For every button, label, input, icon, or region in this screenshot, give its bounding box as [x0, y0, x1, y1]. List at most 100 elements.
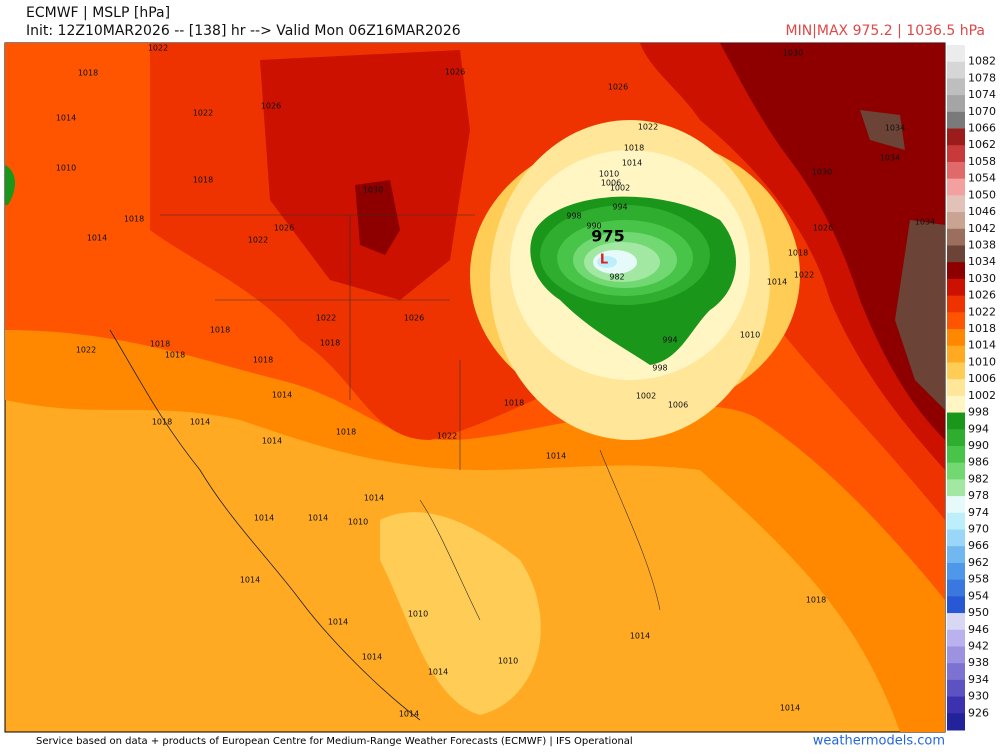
colorbar-swatch — [947, 512, 965, 531]
colorbar-label: 1082 — [968, 55, 996, 68]
site: weathermodels.com — [813, 734, 945, 749]
colorbar-label: 1038 — [968, 238, 996, 251]
colorbar-swatch — [947, 111, 965, 130]
colorbar-swatch — [947, 546, 965, 564]
contour-label: 1014 — [767, 278, 787, 287]
colorbar-label: 1042 — [968, 222, 996, 235]
colorbar-label: 1034 — [968, 255, 996, 268]
contour-label: 1014 — [622, 159, 642, 168]
colorbar-swatch — [947, 613, 965, 631]
contour-label: 1022 — [794, 271, 814, 280]
region — [260, 50, 470, 300]
colorbar-swatch — [947, 145, 965, 163]
colorbar-swatch — [947, 379, 965, 397]
colorbar-label: 982 — [968, 472, 989, 485]
colorbar-swatch — [947, 195, 965, 213]
contour-label: 1018 — [504, 399, 524, 408]
colorbar-label: 958 — [968, 573, 989, 586]
colorbar-label: 1026 — [968, 289, 996, 302]
colorbar-swatch — [947, 128, 965, 146]
contour-label: 1022 — [193, 109, 213, 118]
colorbar-label: 954 — [968, 589, 989, 602]
colorbar-label: 990 — [968, 439, 989, 452]
contour-label: 1034 — [915, 218, 935, 227]
colorbar-label: 926 — [968, 706, 989, 719]
contour-label: 1034 — [885, 124, 905, 133]
colorbar-label: 978 — [968, 489, 989, 502]
contour-label: 1018 — [788, 249, 808, 258]
colorbar-swatch — [947, 295, 965, 313]
colorbar-swatch — [947, 629, 965, 647]
colorbar-label: 1018 — [968, 322, 996, 335]
contour-label: 1014 — [56, 114, 76, 123]
contour-label: 998 — [652, 364, 667, 373]
colorbar-swatch — [947, 462, 965, 480]
colorbar-label: 1046 — [968, 205, 996, 218]
contour-label: 1022 — [248, 236, 268, 245]
colorbar-swatch — [947, 61, 965, 79]
colorbar-swatch — [947, 45, 965, 63]
colorbar-label: 1014 — [968, 339, 996, 352]
contour-label: 982 — [609, 273, 624, 282]
contour-label: 1018 — [336, 428, 356, 437]
contour-label: 1022 — [638, 123, 658, 132]
colorbar-label: 994 — [968, 422, 989, 435]
contour-label: 998 — [566, 212, 581, 221]
colorbar-swatch — [947, 178, 965, 196]
min-max: MIN|MAX 975.2 | 1036.5 hPa — [786, 23, 986, 39]
colorbar-swatch — [947, 696, 965, 714]
contour-label: 1010 — [56, 164, 76, 173]
contour-label: 1010 — [348, 518, 368, 527]
contour-label: 1014 — [362, 653, 382, 662]
colorbar-label: 1078 — [968, 71, 996, 84]
colorbar-swatch — [947, 362, 965, 380]
colorbar-label: 1050 — [968, 188, 996, 201]
colorbar-label: 1074 — [968, 88, 996, 101]
region — [597, 256, 617, 268]
contour-label: 994 — [662, 336, 677, 345]
contour-label: 1014 — [630, 632, 650, 641]
colorbar-swatch — [947, 496, 965, 514]
low-pressure-value: 975 — [591, 227, 624, 246]
colorbar-swatch — [947, 529, 965, 547]
colorbar-swatch — [947, 395, 965, 414]
contour-label: 1014 — [780, 704, 800, 713]
contour-label: 1018 — [78, 69, 98, 78]
contour-label: 1018 — [152, 418, 172, 427]
colorbar-swatch — [947, 245, 965, 263]
contour-label: 1018 — [320, 339, 340, 348]
contour-label: 1018 — [210, 326, 230, 335]
contour-label: 1010 — [498, 657, 518, 666]
colorbar-swatch — [947, 429, 965, 447]
colorbar-swatch — [947, 161, 965, 180]
colorbar-swatch — [947, 479, 965, 497]
colorbar-swatch — [947, 663, 965, 681]
colorbar-swatch — [947, 412, 965, 430]
colorbar-label: 966 — [968, 539, 989, 552]
contour-label: 1018 — [193, 176, 213, 185]
contour-label: 1014 — [190, 418, 210, 427]
colorbar-swatch — [947, 713, 965, 731]
contour-label: 1026 — [813, 224, 833, 233]
colorbar-label: 970 — [968, 523, 989, 536]
colorbar-label: 986 — [968, 456, 989, 469]
contour-label: 1010 — [599, 170, 619, 179]
colorbar-label: 946 — [968, 623, 989, 636]
contour-label: 1014 — [254, 514, 274, 523]
colorbar: 1082 1078 1074 1070 1066 1062 1058 1054 1050 1046… — [947, 45, 996, 731]
contour-label: 1026 — [274, 224, 294, 233]
colorbar-label: 950 — [968, 606, 989, 619]
contour-label: 1014 — [399, 710, 419, 719]
contour-label: 1014 — [272, 391, 292, 400]
colorbar-swatch — [947, 329, 965, 347]
colorbar-swatch — [947, 278, 965, 297]
contour-label: 1022 — [148, 44, 168, 53]
contour-label: 1014 — [240, 576, 260, 585]
colorbar-swatch — [947, 212, 965, 230]
colorbar-label: 998 — [968, 406, 989, 419]
colorbar-swatch — [947, 312, 965, 330]
colorbar-swatch — [947, 228, 965, 246]
contour-label: 1026 — [445, 68, 465, 77]
colorbar-label: 1070 — [968, 105, 996, 118]
